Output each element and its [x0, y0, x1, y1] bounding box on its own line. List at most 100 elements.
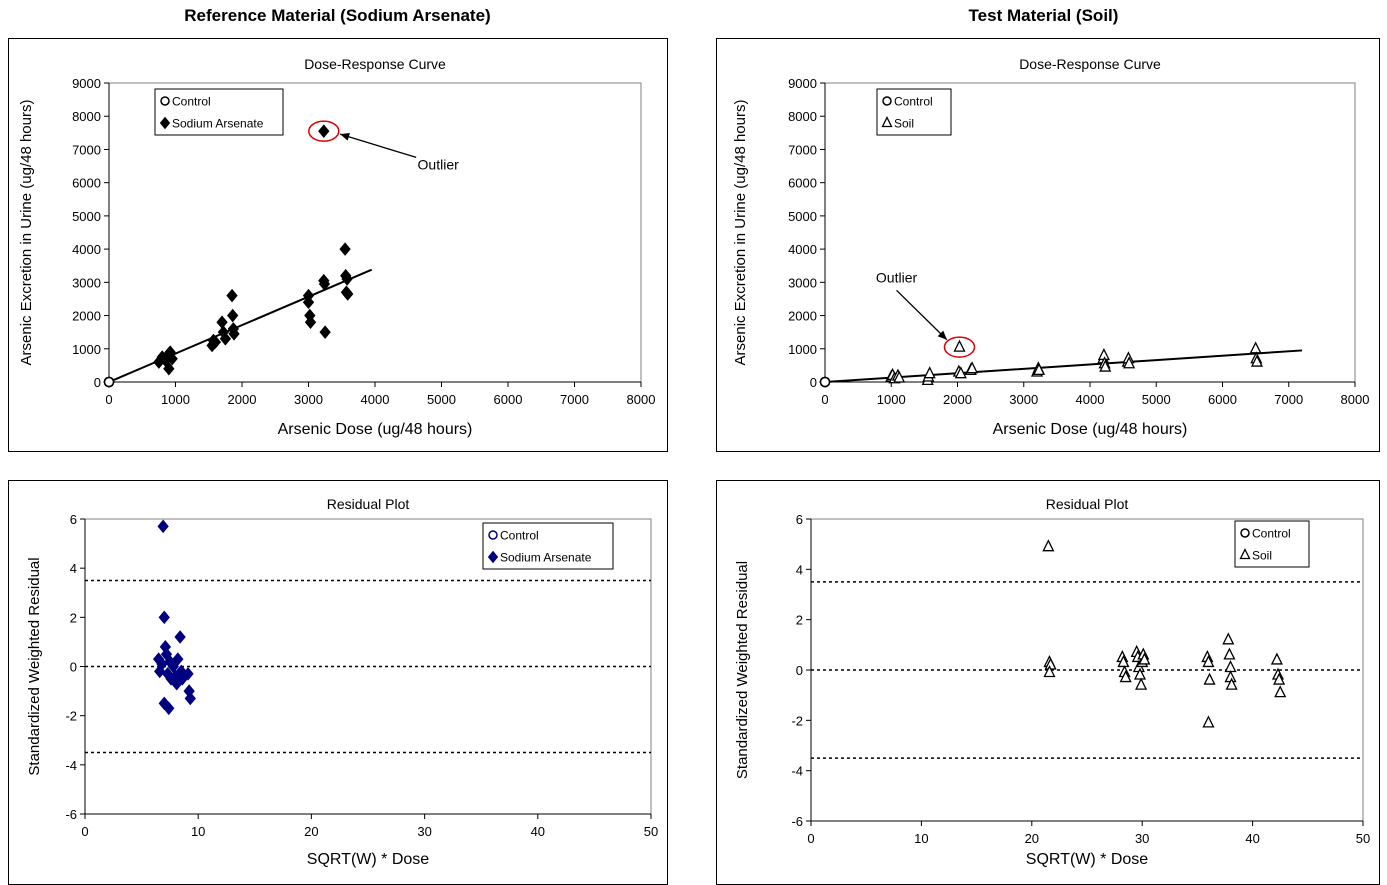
chart-panel-dose-response-test: Dose-Response Curve 0 1000 2000 3000 4000 5000…	[716, 38, 1380, 452]
data-point	[1043, 665, 1056, 678]
x-tick-label: 0	[821, 392, 828, 407]
x-tick-label: 3000	[294, 392, 323, 407]
regression-line	[824, 349, 1303, 383]
x-tick-label: 50	[644, 824, 658, 839]
y-tick-label: 4000	[788, 242, 817, 257]
x-axis-label: Arsenic Dose (ug/48 hours)	[278, 421, 473, 438]
series-sodium-arsenate	[152, 519, 196, 716]
legend: Control Sodium Arsenate	[154, 88, 284, 136]
x-tick-label: 10	[914, 831, 928, 846]
data-point	[318, 124, 330, 138]
legend-marker	[881, 116, 893, 128]
data-point	[228, 327, 240, 341]
x-tick-label: 4000	[1076, 392, 1105, 407]
outlier-arrowhead	[340, 132, 350, 141]
data-point	[1042, 539, 1055, 552]
chart-panel-dose-response-reference: Dose-Response Curve 0 1000 2000 3000 4000 5000…	[8, 38, 668, 452]
data-point	[219, 332, 232, 346]
data-point	[1133, 667, 1147, 680]
x-tick-label: 6000	[494, 392, 523, 407]
y-tick-label: 4	[796, 562, 803, 577]
chart-residual-reference: Residual Plot 0 10 20 30 40 50 -6 -4 -2 0 2 4 6 SQRT(W…	[26, 496, 658, 868]
x-tick-label: 40	[531, 824, 545, 839]
column-title-test: Test Material (Soil)	[968, 6, 1119, 25]
data-point	[1138, 652, 1151, 665]
legend-marker	[882, 96, 892, 106]
y-tick-label: -2	[791, 713, 803, 728]
x-tick-label: 40	[1245, 831, 1259, 846]
y-tick-label: 1000	[788, 342, 817, 357]
x-tick-label: 6000	[1208, 392, 1237, 407]
y-tick-label: 0	[70, 660, 77, 675]
y-tick-label: 6000	[788, 176, 817, 191]
data-point	[1202, 654, 1215, 668]
x-tick-label: 50	[1356, 831, 1370, 846]
outlier-label: Outlier	[876, 269, 918, 285]
legend-box	[154, 88, 284, 136]
y-tick-label: -6	[65, 807, 77, 822]
y-tick-label: 6	[70, 512, 77, 527]
data-point	[158, 610, 170, 625]
data-point	[1250, 354, 1264, 367]
y-tick-label: 7000	[788, 142, 817, 157]
chart-dose-response-test: Dose-Response Curve 0 1000 2000 3000 4000 5000…	[732, 56, 1369, 438]
data-point	[163, 361, 175, 376]
y-tick-label: 2000	[788, 309, 817, 324]
x-tick-label: 20	[1025, 831, 1039, 846]
legend-label: Control	[1252, 527, 1291, 541]
data-point	[174, 630, 186, 644]
data-point	[339, 242, 351, 256]
legend: Control Sodium Arsenate	[482, 522, 614, 570]
data-point	[318, 277, 331, 291]
y-axis-label: Standardized Weighted Residual	[26, 557, 43, 775]
y-tick-label: -4	[65, 758, 77, 773]
x-tick-label: 7000	[1274, 392, 1303, 407]
y-tick-label: 5000	[72, 209, 101, 224]
legend-label: Control	[172, 95, 211, 109]
legend-marker	[488, 530, 498, 540]
x-tick-label: 3000	[1009, 392, 1038, 407]
legend: Control Soil	[876, 88, 952, 136]
legend: Control Soil	[1234, 520, 1310, 568]
data-point	[1223, 647, 1236, 660]
x-tick-label: 8000	[627, 392, 656, 407]
data-point	[1119, 670, 1132, 683]
y-tick-label: 9000	[788, 76, 817, 91]
data-point	[923, 366, 936, 379]
x-tick-label: 5000	[427, 392, 456, 407]
y-tick-label: 4000	[72, 242, 101, 257]
x-tick-label: 1000	[877, 392, 906, 407]
data-point	[1224, 660, 1237, 673]
x-tick-label: 10	[191, 824, 205, 839]
data-point	[1123, 356, 1136, 369]
y-tick-label: 9000	[72, 76, 101, 91]
data-point	[342, 287, 354, 301]
data-point	[182, 667, 194, 681]
data-point	[1273, 672, 1286, 685]
data-point	[163, 701, 175, 716]
x-axis-label: SQRT(W) * Dose	[307, 851, 429, 868]
data-point	[172, 652, 184, 666]
data-point	[184, 691, 196, 706]
legend-label: Sodium Arsenate	[500, 551, 592, 565]
legend-marker	[159, 116, 171, 130]
series-control	[103, 376, 115, 388]
data-point	[1249, 341, 1262, 354]
data-point	[319, 325, 331, 339]
data-point	[302, 295, 315, 310]
legend-label: Control	[500, 529, 539, 543]
chart-title: Residual Plot	[1046, 496, 1129, 512]
data-point	[1099, 359, 1112, 372]
legend-box	[482, 522, 614, 570]
data-point	[893, 370, 906, 383]
legend-label: Soil	[894, 117, 914, 131]
data-point	[1032, 362, 1046, 376]
y-tick-label: 0	[796, 663, 803, 678]
column-title-reference: Reference Material (Sodium Arsenate)	[184, 6, 491, 25]
outlier-circle	[308, 120, 340, 142]
data-point	[819, 376, 831, 388]
legend-label: Soil	[1252, 549, 1272, 563]
legend-label: Control	[894, 95, 933, 109]
data-point	[341, 272, 353, 286]
y-tick-label: 5000	[788, 209, 817, 224]
